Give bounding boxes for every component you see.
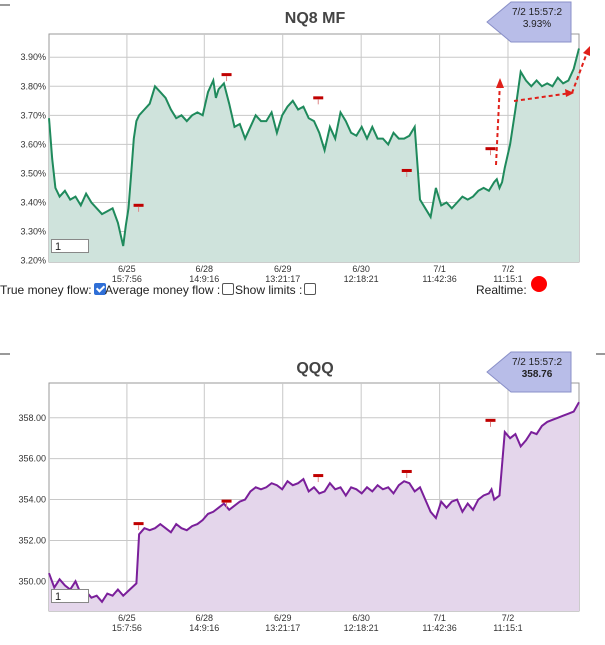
event-marker [221,499,232,503]
show-limits-checkbox[interactable] [304,283,317,295]
chart1-markers [133,73,496,212]
chart1-area-fill [49,48,579,262]
chart1-arrowheads [496,46,590,97]
event-marker [401,168,412,172]
y-tick-label: 350.00 [18,576,46,586]
y-tick-label: 3.60% [20,139,46,149]
event-marker [133,522,144,526]
chart2-title: QQQ [296,360,333,377]
y-tick-label: 3.90% [20,52,46,62]
arrowhead-right [565,89,574,97]
chart2-badge-value: 358.76 [522,369,553,380]
x-tick-date: 6/30 [352,613,370,623]
event-marker [313,474,324,478]
chart1-period-input[interactable]: 1 [51,239,89,253]
x-tick-time: 14:9:16 [189,623,219,633]
show-limits-label: Show limits : [235,283,303,297]
nq8-mf-chart: NQ8 MF 3.20% 3.30% 3.40% 3.50% 3.60% 3.70% 3.8… [0,1,590,284]
show-limits-control: Show limits : [235,283,318,297]
chart2-period-input[interactable]: 1 [51,589,89,603]
x-tick-date: 6/25 [118,264,136,274]
x-tick-time: 13:21:17 [265,623,300,633]
event-marker [221,73,232,77]
avg-money-flow-control: Average money flow : [105,283,236,297]
y-tick-label: 356.00 [18,454,46,464]
event-marker [401,469,412,473]
arrow-up-2 [571,49,589,94]
event-marker [485,418,496,422]
x-tick-time: 15:7:56 [112,274,142,284]
chart1-title: NQ8 MF [285,10,346,27]
x-tick-time: 11:15:1 [493,623,522,633]
avg-money-flow-checkbox[interactable] [222,283,235,295]
x-tick-date: 6/30 [352,264,370,274]
x-tick-date: 6/29 [274,264,292,274]
y-tick-label: 3.30% [20,227,46,237]
x-tick-date: 7/1 [433,264,446,274]
y-tick-label: 3.50% [20,168,46,178]
arrow-flat [513,92,572,102]
chart1-badge-shape [486,1,572,43]
x-tick-date: 6/25 [118,613,136,623]
chart1-value-badge: 7/2 15:57:2 3.93% [486,1,572,43]
x-tick-date: 6/29 [274,613,292,623]
x-tick-time: 11:15:1 [493,274,522,284]
x-tick-date: 6/28 [196,613,214,623]
x-tick-time: 14:9:16 [189,274,219,284]
y-tick-label: 3.70% [20,110,46,120]
chart2-badge-shape [486,351,572,393]
chart2-value-badge: 7/2 15:57:2 358.76 [486,351,572,393]
x-tick-date: 6/28 [196,264,214,274]
x-tick-date: 7/2 [502,613,515,623]
chart1-y-axis: 3.20% 3.30% 3.40% 3.50% 3.60% 3.70% 3.80% 3.90% [20,52,46,265]
chart1-badge-value: 3.93% [523,19,551,30]
x-tick-time: 12:18:21 [344,623,379,633]
y-tick-label: 352.00 [18,535,46,545]
y-tick-label: 354.00 [18,495,46,505]
x-tick-time: 13:21:17 [265,274,300,284]
y-tick-label: 358.00 [18,413,46,423]
realtime-indicator[interactable] [531,276,547,292]
realtime-label: Realtime: [476,283,527,297]
true-money-flow-label: True money flow: [0,283,92,297]
x-tick-time: 11:42:36 [422,623,456,633]
true-money-flow-checkbox[interactable] [93,283,106,295]
true-money-flow-control: True money flow: [0,283,108,297]
event-marker [485,147,496,151]
chart2-badge-time: 7/2 15:57:2 [512,357,562,368]
chart2-y-axis: 350.00 352.00 354.00 356.00 358.00 [18,413,46,587]
chart2-markers [133,418,496,531]
arrowhead-up-1 [496,78,504,88]
arrowhead-up-2 [583,46,590,56]
y-tick-label: 3.80% [20,81,46,91]
chart1-series-line [48,48,580,247]
y-tick-label: 3.40% [20,197,46,207]
event-marker [313,96,324,100]
controls-row: True money flow: Average money flow : Sh… [0,283,605,299]
avg-money-flow-label: Average money flow : [105,283,221,297]
chart2-area-fill [49,402,579,611]
chart2-series-line [48,401,580,604]
chart1-trend-arrows [495,49,589,166]
event-marker [133,203,144,207]
x-tick-date: 7/1 [433,613,446,623]
x-tick-date: 7/2 [502,264,515,274]
chart1-badge-time: 7/2 15:57:2 [512,7,562,18]
y-tick-label: 3.20% [20,256,46,266]
x-tick-time: 15:7:56 [112,623,142,633]
x-tick-time: 12:18:21 [344,274,379,284]
x-tick-time: 11:42:36 [422,274,456,284]
